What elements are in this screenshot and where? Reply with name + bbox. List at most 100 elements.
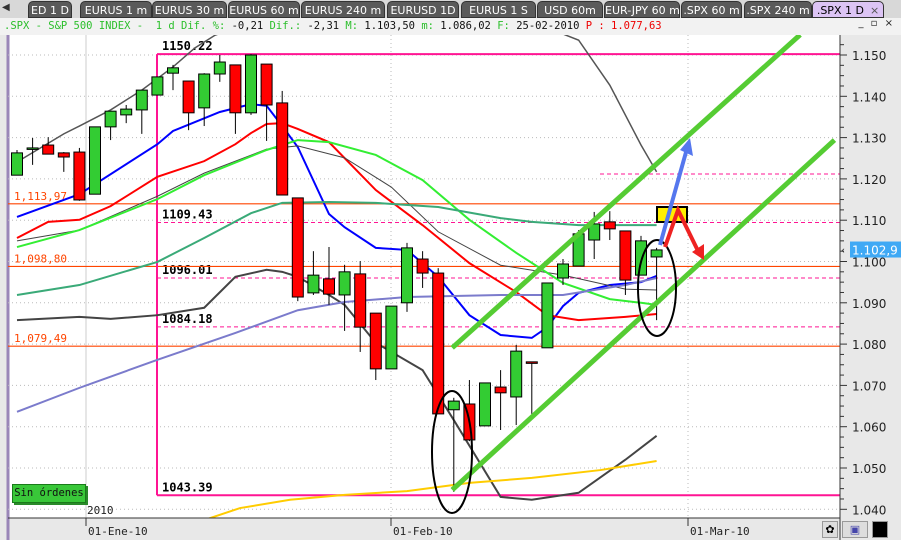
color-palette-icon[interactable]: ✿ (822, 521, 838, 538)
candle-body (213, 61, 226, 75)
candle-body (276, 102, 289, 196)
x-tick-label: 01-Ene-10 (88, 525, 148, 538)
candle-body (245, 54, 257, 114)
plot-area (8, 35, 840, 518)
candle-body (291, 197, 304, 298)
tab-spx-60-m[interactable]: .SPX 60 m (681, 1, 742, 18)
tab-eurus-240-m[interactable]: EURUS 240 m (301, 1, 385, 18)
indicator-line-4 (16, 201, 657, 296)
level-label: 1096.01 (162, 263, 213, 277)
candle-body (104, 110, 117, 128)
candle-body (151, 76, 164, 96)
tab-eurus-1-s[interactable]: EURUS 1 S (461, 1, 536, 18)
price-label: P : (585, 20, 605, 32)
candle-body (447, 400, 460, 411)
candle-body (229, 64, 242, 114)
tab-label: EUR-JPY 60 m (605, 4, 680, 17)
candle-body (323, 278, 335, 295)
candle-body (541, 282, 554, 349)
candle-body (307, 274, 320, 294)
y-tick-label: 1.040 (852, 503, 886, 517)
year-label: 2010 (87, 504, 114, 517)
candle-body (260, 63, 273, 106)
candle-body (479, 382, 491, 427)
candle-body (619, 230, 632, 281)
tab-eurus-1-m[interactable]: EURUS 1 m (80, 1, 152, 18)
tab-label: .SPX 1 D (816, 4, 864, 17)
candle-body (135, 89, 148, 111)
candle-body (588, 223, 601, 241)
y-tick-label: 1.130 (852, 132, 886, 146)
candle-body (369, 312, 382, 370)
tab-label: USD 60m (544, 4, 596, 17)
trend-channel-line (450, 138, 837, 492)
blue-arrow-head (680, 138, 693, 156)
tab-eur-jpy-60-m[interactable]: EUR-JPY 60 m (604, 1, 680, 18)
level-label: 1,113,97 (14, 190, 67, 203)
level-label: 1043.39 (162, 480, 213, 494)
annotation-ellipse (431, 390, 473, 514)
candle-body (354, 273, 367, 328)
tab-usd-60m[interactable]: USD 60m (537, 1, 603, 18)
y-tick-label: 1.120 (852, 173, 886, 187)
save-icon[interactable]: ▣ (842, 521, 868, 538)
candle-body (338, 271, 351, 296)
price-value: 1.077,63 (611, 20, 662, 32)
y-tick-label: 1.110 (852, 214, 886, 228)
scroll-left-arrow-icon[interactable]: ◀ (2, 2, 10, 13)
dif-label: Dif.: (269, 20, 302, 32)
tab-eurusd-1d[interactable]: EURUSD 1D (387, 1, 459, 18)
candle-body (635, 240, 647, 276)
y-tick-label: 1.150 (852, 49, 886, 63)
indicator-line-8 (207, 459, 657, 518)
candle-body (603, 221, 616, 230)
max-value: 1.103,50 (364, 20, 415, 32)
candle-body (557, 263, 569, 279)
tab-eurus-30-m[interactable]: EURUS 30 m (152, 1, 227, 18)
y-tick-label: 1.090 (852, 297, 886, 311)
candle-body (167, 67, 179, 74)
blue-arrow (658, 144, 690, 246)
indicator-line-6 (16, 35, 658, 173)
plot-layer: 1150.22 1043.39 1109.43 1096.01 1084.18 1,113… (8, 35, 840, 518)
candle-body (198, 73, 211, 109)
price-chart[interactable]: 1150.22 1043.39 1109.43 1096.01 1084.18 1,113… (0, 35, 901, 540)
black-color-icon[interactable] (872, 521, 888, 538)
y-tick-label: 1.140 (852, 90, 886, 104)
current-price-label: 1.102,9 (852, 244, 898, 258)
min-label: m: (421, 20, 434, 32)
tab-label: .SPX 60 m (683, 4, 740, 17)
tab-ed-1-d[interactable]: ED 1 D (28, 1, 72, 18)
level-label: 1,079,49 (14, 332, 67, 345)
tab-label: EURUSD 1D (390, 4, 456, 17)
dif-value: -2,31 (307, 20, 340, 32)
y-tick-label: 1.100 (852, 256, 886, 270)
tab-label: EURUS 1 m (84, 4, 148, 17)
y-tick-label: 1.050 (852, 462, 886, 476)
tab-spx-240-m[interactable]: .SPX 240 m (744, 1, 812, 18)
candle-body (57, 152, 70, 158)
tab-label: EURUS 240 m (304, 4, 382, 17)
tab-spx-1-d[interactable]: .SPX 1 D × (812, 1, 884, 18)
candle-body (432, 272, 445, 415)
red-arrow (663, 204, 702, 256)
y-tick-label: 1.080 (852, 338, 886, 352)
tab-label: EURUS 60 m (229, 4, 299, 17)
tab-label: EURUS 1 S (469, 4, 528, 17)
red-arrow-head (692, 244, 704, 260)
max-label: M: (345, 20, 359, 32)
candle-body (416, 258, 429, 274)
candle-body (42, 144, 55, 155)
close-tab-icon[interactable]: × (869, 4, 880, 17)
level-label: 1084.18 (162, 312, 213, 326)
min-value: 1.086,02 (440, 20, 491, 32)
tab-bar: ◀ ED 1 D EURUS 1 m EURUS 30 m EURUS 60 m EUR… (0, 0, 901, 18)
orders-button[interactable]: Sin órdenes (12, 484, 86, 503)
level-label: 1,098,80 (14, 252, 67, 265)
window-controls[interactable]: _ ▫ × (858, 18, 895, 29)
current-price-tag (850, 241, 901, 258)
tab-label: .SPX 240 m (746, 4, 810, 17)
candle-body (525, 361, 538, 364)
candle-body (650, 249, 663, 258)
tab-eurus-60-m[interactable]: EURUS 60 m (228, 1, 300, 18)
